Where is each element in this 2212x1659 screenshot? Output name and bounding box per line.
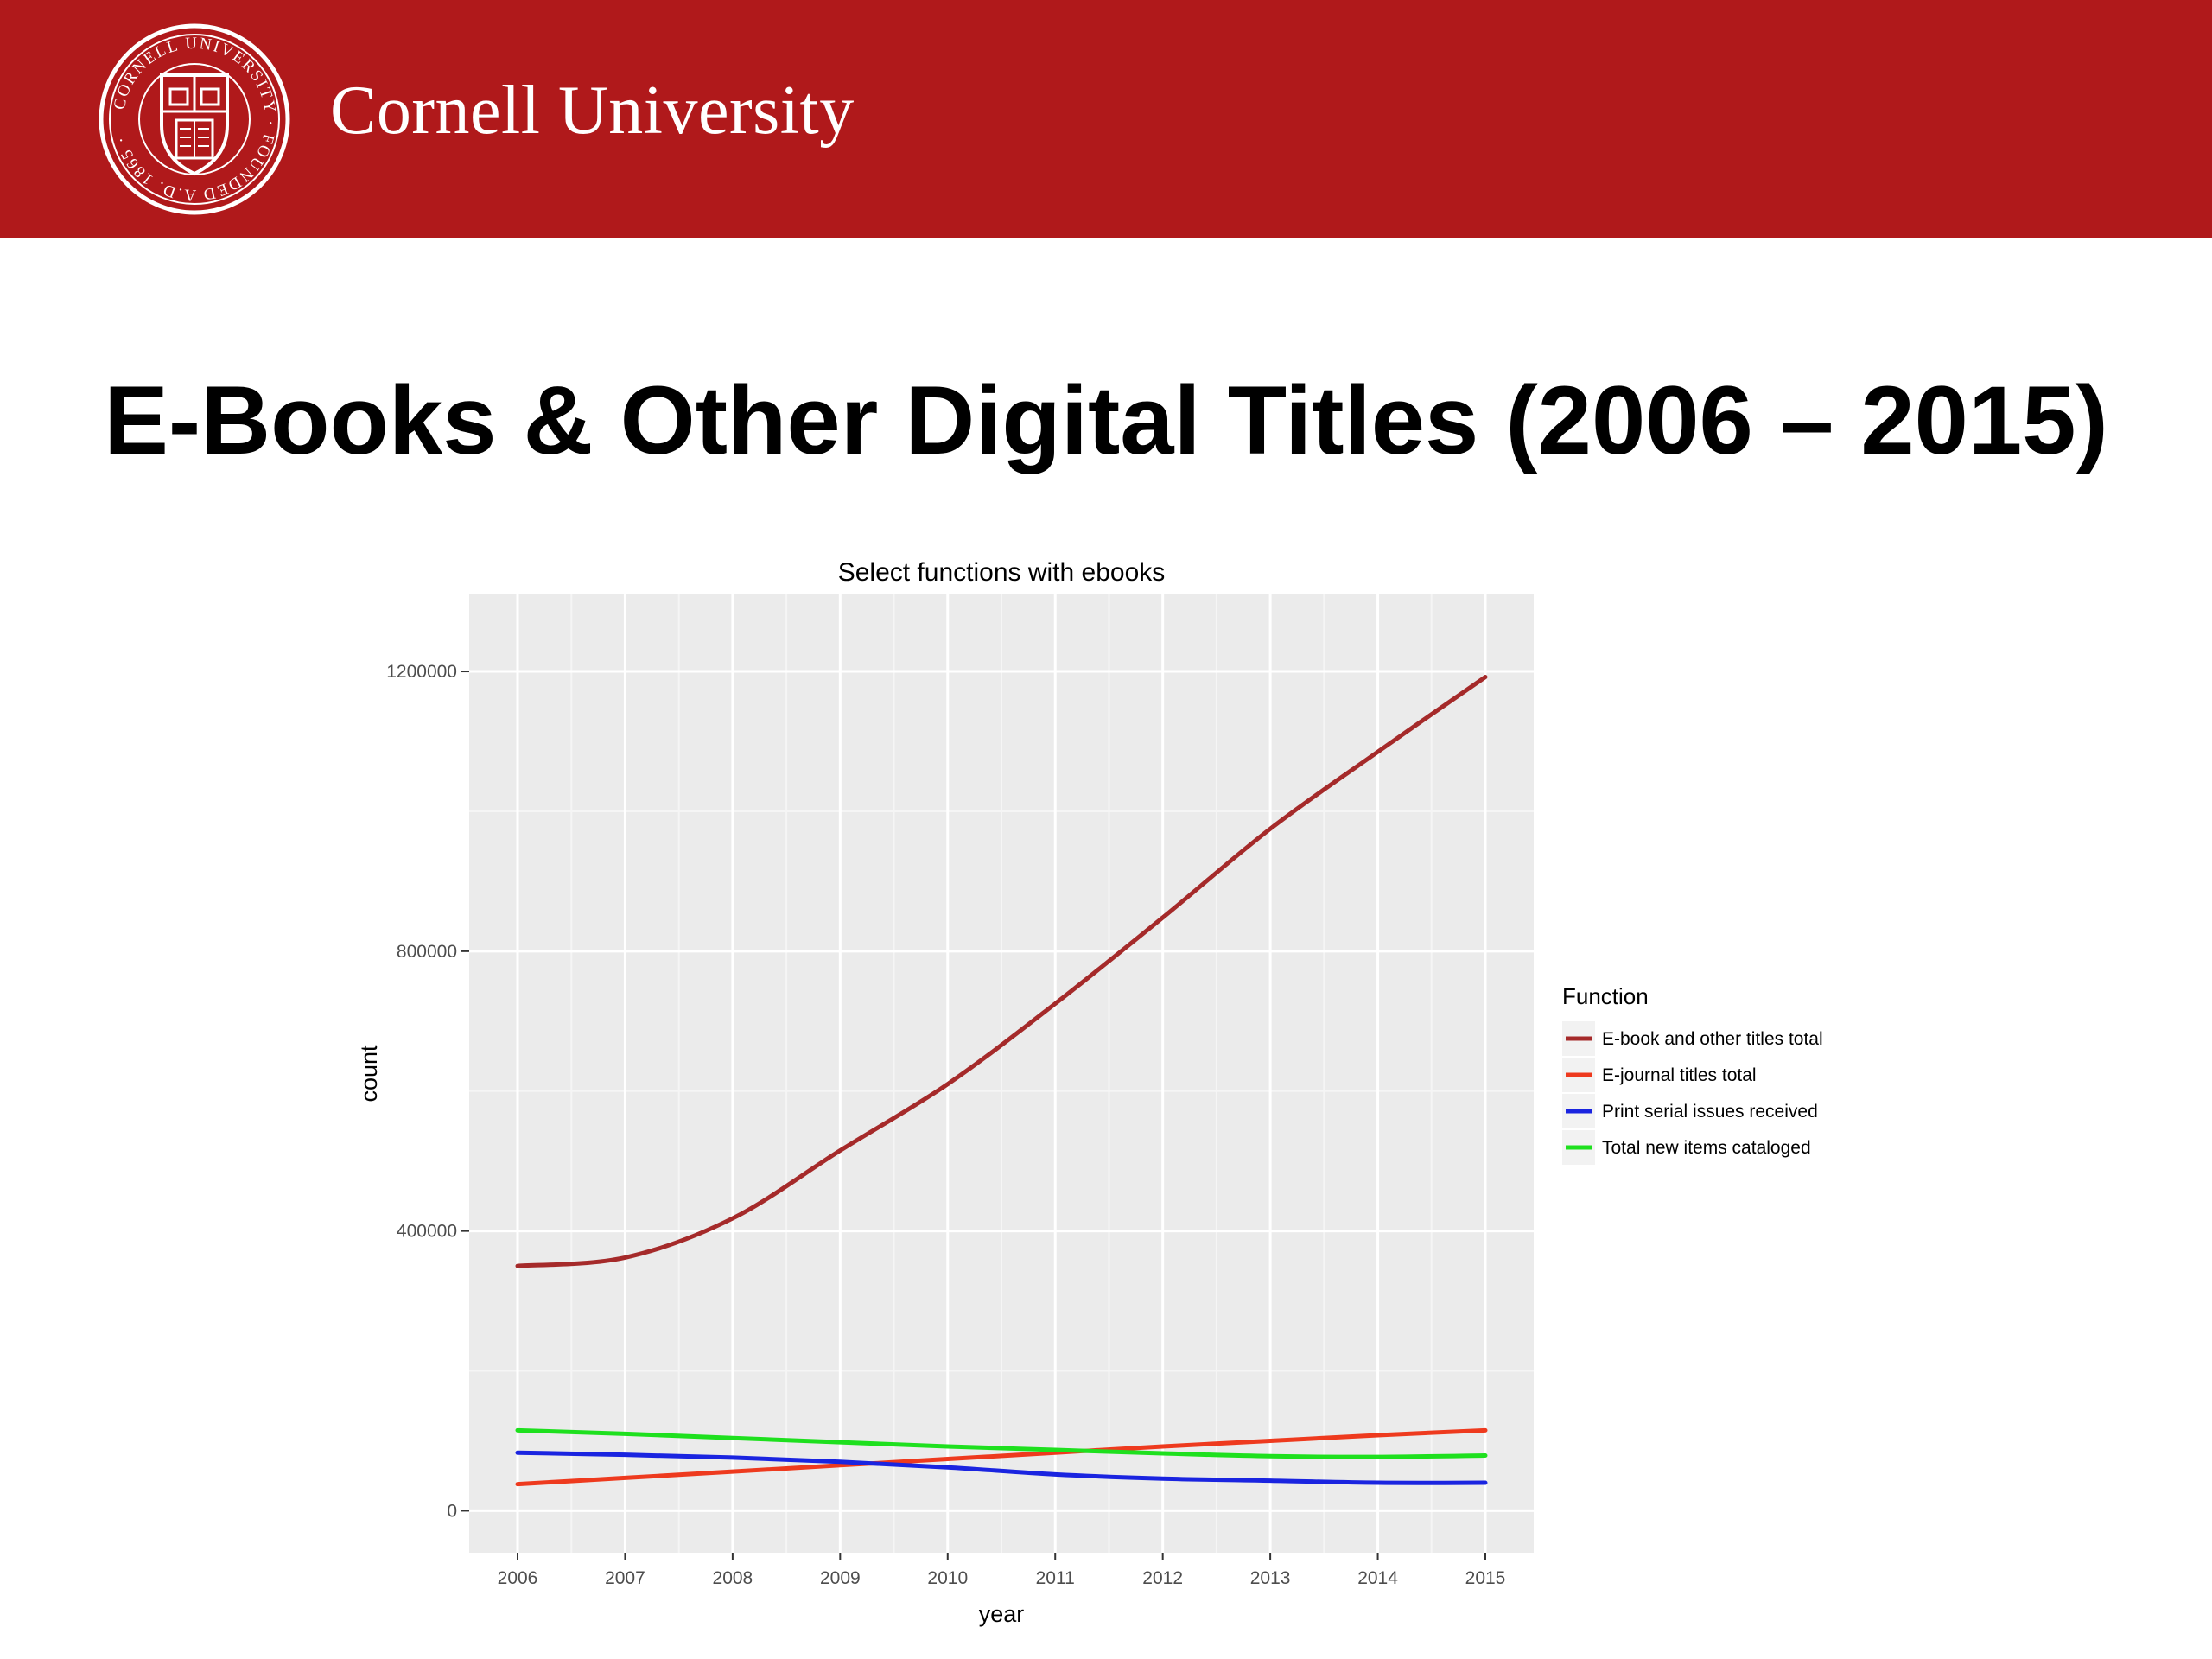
x-tick-label: 2015 (1465, 1568, 1506, 1588)
y-tick-label: 1200000 (386, 662, 457, 682)
slide-title: E-Books & Other Digital Titles (2006 – 2… (104, 366, 2108, 474)
y-tick-label: 0 (447, 1501, 457, 1521)
university-name: Cornell University (330, 73, 855, 149)
legend-label: E-journal titles total (1602, 1065, 1757, 1085)
series-line-1 (515, 1427, 1488, 1487)
x-tick-label: 2006 (498, 1568, 538, 1588)
legend-label: E-book and other titles total (1602, 1029, 1823, 1049)
x-tick-label: 2007 (605, 1568, 645, 1588)
x-tick-label: 2013 (1250, 1568, 1291, 1588)
x-tick-label: 2009 (820, 1568, 861, 1588)
series-line-2 (515, 1450, 1488, 1485)
header-banner: CORNELL UNIVERSITY · FOUNDED A.D. 1865 ·… (0, 0, 2212, 238)
series-line-3 (515, 1427, 1488, 1459)
legend-label: Print serial issues received (1602, 1102, 1818, 1122)
chart-title: Select functions with ebooks (838, 558, 1166, 587)
legend-label: Total new items cataloged (1602, 1138, 1811, 1158)
cornell-seal-logo: CORNELL UNIVERSITY · FOUNDED A.D. 1865 · (99, 23, 290, 215)
series-line-0 (515, 675, 1488, 1268)
y-tick-label: 800000 (397, 942, 457, 962)
x-tick-label: 2010 (927, 1568, 968, 1588)
y-axis-label: count (356, 1045, 382, 1103)
x-tick-label: 2008 (713, 1568, 753, 1588)
y-tick-label: 400000 (397, 1222, 457, 1242)
x-axis-label: year (979, 1601, 1025, 1627)
x-tick-label: 2012 (1142, 1568, 1183, 1588)
legend-title: Function (1562, 983, 1649, 1009)
x-tick-label: 2014 (1357, 1568, 1398, 1588)
x-tick-label: 2011 (1036, 1568, 1075, 1588)
